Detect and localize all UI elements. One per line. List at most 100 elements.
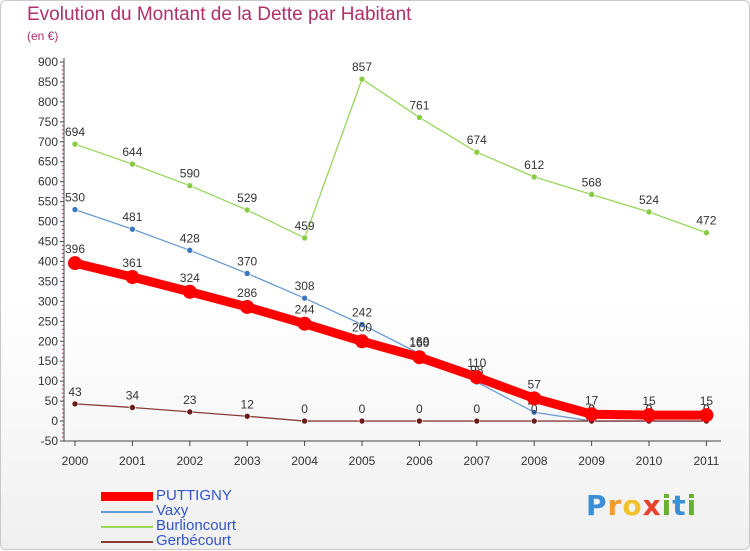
data-point-vaxy xyxy=(358,321,366,328)
data-point-gerbecourt xyxy=(358,417,366,425)
data-point-burlioncourt xyxy=(186,182,194,189)
x-tick-label: 2005 xyxy=(349,454,376,468)
data-point-burlioncourt xyxy=(473,148,481,156)
legend-swatch-puttigny xyxy=(101,492,153,501)
x-tick-label: 2006 xyxy=(406,454,433,468)
y-tick-label: 400 xyxy=(38,254,58,268)
y-tick-label: 300 xyxy=(38,294,58,308)
data-label-puttigny: 15 xyxy=(700,394,714,408)
logo-letter: i xyxy=(686,489,698,522)
legend-label-gerbecourt: Gerbécourt xyxy=(156,532,232,549)
data-point-burlioncourt xyxy=(129,160,136,168)
data-point-gerbecourt xyxy=(129,404,136,411)
data-point-puttigny xyxy=(240,299,255,314)
data-label-vaxy: 242 xyxy=(352,306,372,320)
data-point-burlioncourt xyxy=(703,229,710,237)
data-point-gerbecourt xyxy=(530,417,538,425)
data-label-vaxy: 169 xyxy=(409,335,429,349)
x-tick-label: 2008 xyxy=(521,454,548,468)
data-point-gerbecourt xyxy=(243,412,251,420)
data-point-burlioncourt xyxy=(588,191,595,198)
y-tick-label: 500 xyxy=(38,215,58,229)
x-tick-label: 2002 xyxy=(176,454,203,468)
data-point-burlioncourt xyxy=(301,234,308,242)
x-tick-label: 2003 xyxy=(234,454,261,468)
data-point-puttigny xyxy=(182,284,197,299)
data-label-puttigny: 57 xyxy=(528,377,542,391)
x-tick-label: 2004 xyxy=(291,454,318,468)
data-label-vaxy: 308 xyxy=(295,279,315,293)
data-point-puttigny xyxy=(355,334,369,349)
series-line-burlioncourt xyxy=(74,78,708,239)
data-label-vaxy: 428 xyxy=(180,231,200,245)
data-point-burlioncourt xyxy=(530,173,538,181)
y-tick-label: 150 xyxy=(38,354,58,368)
y-tick-label: 200 xyxy=(38,334,58,348)
x-tick-label: 2010 xyxy=(636,454,663,468)
logo-letter: i xyxy=(661,489,673,522)
data-label-puttigny: 17 xyxy=(585,393,599,407)
legend-swatch-vaxy xyxy=(101,511,153,513)
data-label-gerbecourt: 0 xyxy=(359,402,366,416)
data-point-puttigny xyxy=(297,316,312,331)
data-point-puttigny xyxy=(584,407,599,422)
data-point-gerbecourt xyxy=(416,417,423,425)
data-label-gerbecourt: 0 xyxy=(531,402,538,416)
data-label-burlioncourt: 590 xyxy=(180,167,200,181)
data-point-puttigny xyxy=(125,270,140,285)
data-point-burlioncourt xyxy=(358,75,366,83)
y-tick-label: 700 xyxy=(38,135,58,149)
data-label-burlioncourt: 694 xyxy=(65,125,85,139)
y-tick-label: 350 xyxy=(38,274,58,288)
data-label-vaxy: 481 xyxy=(122,210,142,224)
data-label-gerbecourt: 43 xyxy=(68,385,82,399)
data-label-vaxy: 370 xyxy=(237,254,257,268)
chart-subtitle: (en €) xyxy=(27,29,59,43)
series-line-gerbecourt xyxy=(74,403,708,422)
series-line-puttigny xyxy=(70,258,711,420)
data-label-burlioncourt: 568 xyxy=(582,175,602,189)
proxiti-logo: Proxiti xyxy=(586,489,697,522)
data-point-vaxy xyxy=(243,270,251,277)
data-label-puttigny: 160 xyxy=(409,336,429,350)
data-label-gerbecourt: 0 xyxy=(301,402,308,416)
data-label-gerbecourt: 34 xyxy=(126,388,140,402)
data-label-puttigny: 396 xyxy=(65,242,85,256)
data-point-burlioncourt xyxy=(416,114,423,121)
data-point-puttigny xyxy=(699,408,714,423)
data-point-vaxy xyxy=(186,247,194,254)
data-point-gerbecourt xyxy=(71,400,79,408)
logo-letter: t xyxy=(672,489,687,522)
data-label-gerbecourt: 12 xyxy=(241,397,255,411)
legend-label-vaxy: Vaxy xyxy=(156,502,189,519)
data-label-burlioncourt: 524 xyxy=(639,193,659,207)
data-label-burlioncourt: 529 xyxy=(237,191,257,205)
data-point-puttigny xyxy=(642,408,656,423)
legend-label-burlioncourt: Burlioncourt xyxy=(156,517,237,534)
data-label-puttigny: 15 xyxy=(642,394,656,408)
data-label-gerbecourt: 0 xyxy=(473,402,480,416)
y-tick-label: 550 xyxy=(38,195,58,209)
data-label-puttigny: 200 xyxy=(352,320,372,334)
y-tick-label: 0 xyxy=(51,414,58,428)
legend-swatch-gerbecourt xyxy=(101,541,153,543)
y-tick-label: 850 xyxy=(38,75,58,89)
data-label-gerbecourt: 0 xyxy=(416,402,423,416)
y-tick-label: -50 xyxy=(41,434,59,448)
data-point-vaxy xyxy=(129,225,136,233)
y-tick-label: 750 xyxy=(38,115,58,129)
y-tick-label: 50 xyxy=(45,394,59,408)
data-label-gerbecourt: 23 xyxy=(183,393,197,407)
data-point-puttigny xyxy=(527,391,542,406)
y-tick-label: 600 xyxy=(38,175,58,189)
data-label-puttigny: 286 xyxy=(237,286,257,300)
logo-letter: r xyxy=(607,489,623,522)
data-point-burlioncourt xyxy=(71,140,79,148)
data-point-puttigny xyxy=(469,370,484,385)
x-tick-label: 2007 xyxy=(463,454,490,468)
data-point-burlioncourt xyxy=(243,206,251,214)
x-tick-label: 2009 xyxy=(578,454,605,468)
y-tick-label: 650 xyxy=(38,155,58,169)
